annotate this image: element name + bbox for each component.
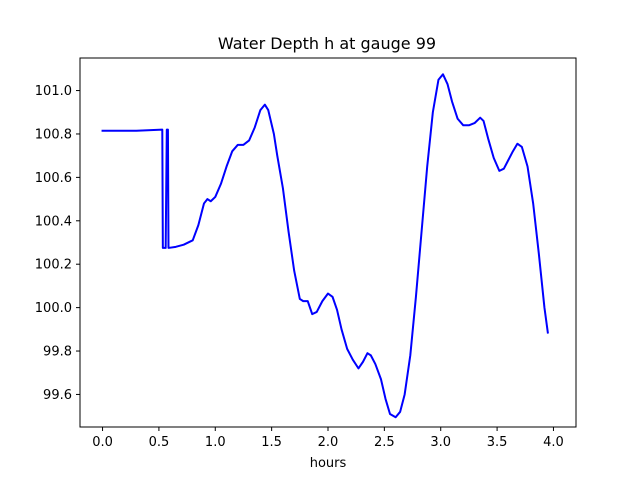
- x-tick-label: 3.5: [487, 435, 508, 450]
- x-tick-label: 2.0: [318, 435, 339, 450]
- x-tick-label: 1.0: [205, 435, 226, 450]
- x-tick-label: 2.5: [374, 435, 395, 450]
- x-axis: 0.0 0.5 1.0 1.5 2.0 2.5 3.0 3.5 4.0: [92, 427, 564, 450]
- y-axis: 99.6 99.8 100.0 100.2 100.4 100.6 100.8 101.0: [35, 84, 80, 403]
- chart-title: Water Depth h at gauge 99: [218, 34, 436, 53]
- y-tick-label: 100.6: [35, 171, 72, 186]
- y-tick-label: 99.6: [43, 388, 72, 403]
- y-tick-label: 101.0: [35, 84, 72, 99]
- y-tick-label: 100.4: [35, 214, 72, 229]
- x-tick-label: 1.5: [261, 435, 282, 450]
- y-tick-label: 100.8: [35, 127, 72, 142]
- x-tick-label: 0.0: [92, 435, 113, 450]
- series-line-0: [101, 73, 549, 419]
- y-tick-label: 99.8: [43, 345, 72, 360]
- y-tick-label: 100.2: [35, 258, 72, 273]
- y-tick-label: 100.0: [35, 301, 72, 316]
- x-tick-label: 3.0: [430, 435, 451, 450]
- x-axis-label: hours: [310, 456, 347, 471]
- x-tick-label: 0.5: [149, 435, 170, 450]
- x-tick-label: 4.0: [543, 435, 564, 450]
